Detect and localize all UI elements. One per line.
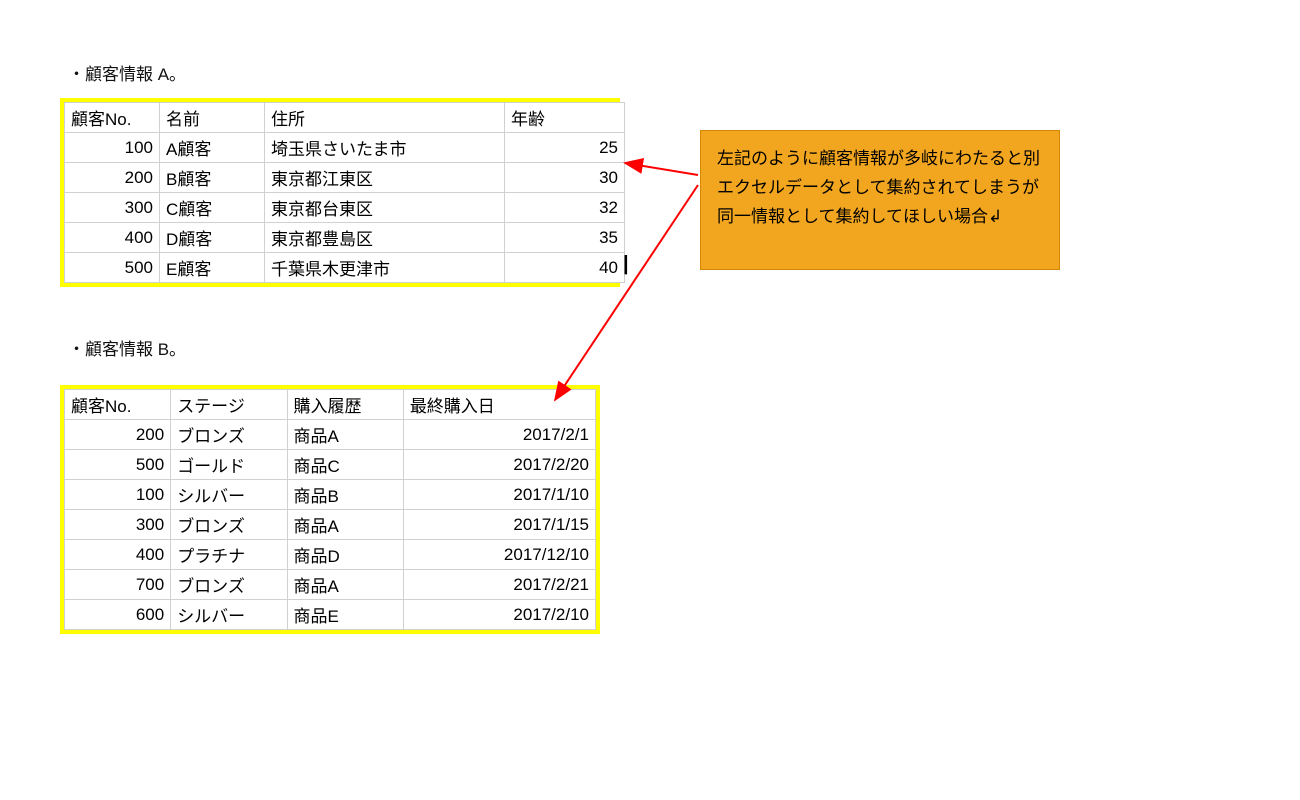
table-b-cell: 100 — [65, 480, 171, 510]
table-a-cell: 東京都台東区 — [265, 193, 505, 223]
table-a-cell: A顧客 — [160, 133, 265, 163]
table-b-row: 700ブロンズ商品A2017/2/21 — [65, 570, 596, 600]
table-a-header-cell: 住所 — [265, 103, 505, 133]
table-b-header-row: 顧客No.ステージ購入履歴最終購入日 — [65, 390, 596, 420]
table-a-cell: E顧客 — [160, 253, 265, 283]
table-b-cell: 2017/12/10 — [403, 540, 595, 570]
table-b-cell: 500 — [65, 450, 171, 480]
table-b-cell: プラチナ — [171, 540, 287, 570]
table-a-cell: 40 — [505, 253, 625, 283]
table-b-cell: ブロンズ — [171, 510, 287, 540]
table-a: 顧客No.名前住所年齢100A顧客埼玉県さいたま市25200B顧客東京都江東区3… — [64, 102, 625, 283]
table-b-cell: 200 — [65, 420, 171, 450]
table-b-cell: ゴールド — [171, 450, 287, 480]
table-b-header-cell: 顧客No. — [65, 390, 171, 420]
table-a-cell: 35 — [505, 223, 625, 253]
table-a-cell: 300 — [65, 193, 160, 223]
table-a-header-cell: 名前 — [160, 103, 265, 133]
table-a-cell: B顧客 — [160, 163, 265, 193]
table-b-cell: 2017/2/21 — [403, 570, 595, 600]
callout-text: 左記のように顧客情報が多岐にわたると別エクセルデータとして集約されてしまうが同一… — [717, 149, 1040, 226]
table-a-row: 400D顧客東京都豊島区35 — [65, 223, 625, 253]
table-a-row: 200B顧客東京都江東区30 — [65, 163, 625, 193]
table-b-cell: 商品A — [287, 570, 403, 600]
table-b-cell: ブロンズ — [171, 420, 287, 450]
table-b-cell: 2017/2/10 — [403, 600, 595, 630]
table-a-cell: 30 — [505, 163, 625, 193]
table-b-cell: 2017/1/15 — [403, 510, 595, 540]
table-a-cell: 500 — [65, 253, 160, 283]
table-b-cell: 商品A — [287, 420, 403, 450]
table-a-wrap: 顧客No.名前住所年齢100A顧客埼玉県さいたま市25200B顧客東京都江東区3… — [60, 98, 620, 287]
section-title-a: ・顧客情報 A。 — [68, 60, 186, 85]
cursor-mark: | — [623, 253, 629, 276]
table-b-header-cell: ステージ — [171, 390, 287, 420]
table-b-header-cell: 購入履歴 — [287, 390, 403, 420]
table-b-cell: 300 — [65, 510, 171, 540]
table-b-header-cell: 最終購入日 — [403, 390, 595, 420]
table-a-header-cell: 顧客No. — [65, 103, 160, 133]
table-b-cell: 600 — [65, 600, 171, 630]
table-a-header-row: 顧客No.名前住所年齢 — [65, 103, 625, 133]
table-a-row: 300C顧客東京都台東区32 — [65, 193, 625, 223]
table-a-row: 100A顧客埼玉県さいたま市25 — [65, 133, 625, 163]
table-a-cell: 25 — [505, 133, 625, 163]
table-a-cell: 32 — [505, 193, 625, 223]
table-a-cell: 埼玉県さいたま市 — [265, 133, 505, 163]
table-b-cell: 商品D — [287, 540, 403, 570]
table-a-cell: C顧客 — [160, 193, 265, 223]
table-b-row: 500ゴールド商品C2017/2/20 — [65, 450, 596, 480]
table-a-cell: 400 — [65, 223, 160, 253]
table-b: 顧客No.ステージ購入履歴最終購入日200ブロンズ商品A2017/2/1500ゴ… — [64, 389, 596, 630]
table-b-cell: ブロンズ — [171, 570, 287, 600]
table-a-cell: 東京都江東区 — [265, 163, 505, 193]
table-a-cell: 200 — [65, 163, 160, 193]
table-b-cell: 商品A — [287, 510, 403, 540]
table-b-cell: 商品E — [287, 600, 403, 630]
section-title-b: ・顧客情報 B。 — [68, 335, 186, 360]
callout-box: 左記のように顧客情報が多岐にわたると別エクセルデータとして集約されてしまうが同一… — [700, 130, 1060, 270]
table-b-cell: 2017/1/10 — [403, 480, 595, 510]
table-a-header-cell: 年齢 — [505, 103, 625, 133]
table-b-cell: 商品C — [287, 450, 403, 480]
table-b-cell: シルバー — [171, 480, 287, 510]
table-b-cell: 400 — [65, 540, 171, 570]
table-a-cell: 東京都豊島区 — [265, 223, 505, 253]
table-b-row: 200ブロンズ商品A2017/2/1 — [65, 420, 596, 450]
table-b-row: 400プラチナ商品D2017/12/10 — [65, 540, 596, 570]
table-b-cell: 2017/2/20 — [403, 450, 595, 480]
arrow-to-table-a — [625, 163, 698, 175]
table-b-wrap: 顧客No.ステージ購入履歴最終購入日200ブロンズ商品A2017/2/1500ゴ… — [60, 385, 600, 634]
table-b-cell: 700 — [65, 570, 171, 600]
table-a-cell: 100 — [65, 133, 160, 163]
table-a-row: 500E顧客千葉県木更津市40 — [65, 253, 625, 283]
table-b-cell: 商品B — [287, 480, 403, 510]
table-b-cell: 2017/2/1 — [403, 420, 595, 450]
table-b-row: 300ブロンズ商品A2017/1/15 — [65, 510, 596, 540]
table-a-cell: D顧客 — [160, 223, 265, 253]
table-b-row: 100シルバー商品B2017/1/10 — [65, 480, 596, 510]
table-a-cell: 千葉県木更津市 — [265, 253, 505, 283]
table-b-row: 600シルバー商品E2017/2/10 — [65, 600, 596, 630]
table-b-cell: シルバー — [171, 600, 287, 630]
